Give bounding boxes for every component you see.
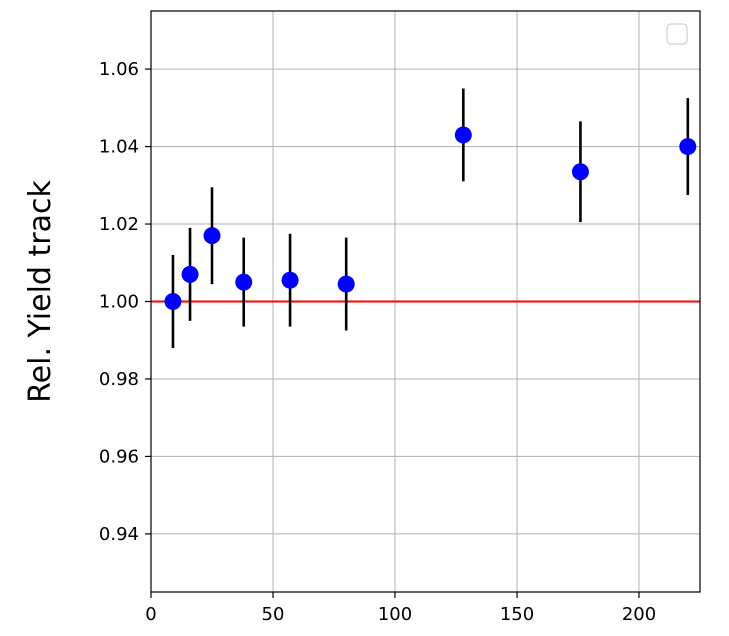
y-tick-label: 0.98 <box>99 369 139 390</box>
y-tick-label: 0.96 <box>99 446 139 467</box>
legend-box <box>666 23 688 45</box>
data-point <box>337 275 355 293</box>
y-tick-label: 1.04 <box>99 137 139 158</box>
data-point <box>679 138 697 156</box>
y-tick-label: 0.94 <box>99 524 139 545</box>
x-tick-label: 100 <box>378 604 412 625</box>
x-tick-label: 200 <box>622 604 656 625</box>
data-point <box>235 273 253 291</box>
x-tick-label: 50 <box>262 604 285 625</box>
data-point <box>203 227 221 245</box>
y-tick-label: 1.06 <box>99 59 139 80</box>
x-axis-ticks: 0 50 100 150 200 <box>145 592 656 625</box>
y-axis-label: Rel. Yield track <box>23 180 58 403</box>
y-tick-label: 1.00 <box>99 292 139 313</box>
data-points <box>164 126 697 310</box>
legend <box>666 23 688 45</box>
data-point <box>164 293 182 310</box>
data-point <box>571 163 589 181</box>
x-tick-label: 150 <box>500 604 534 625</box>
data-point <box>454 126 472 144</box>
x-tick-label: 0 <box>145 604 156 625</box>
y-axis-ticks: 0.94 0.96 0.98 1.00 1.02 1.04 1.06 <box>99 59 151 545</box>
data-point <box>281 271 299 289</box>
y-tick-label: 1.02 <box>99 214 139 235</box>
data-point <box>181 265 199 283</box>
